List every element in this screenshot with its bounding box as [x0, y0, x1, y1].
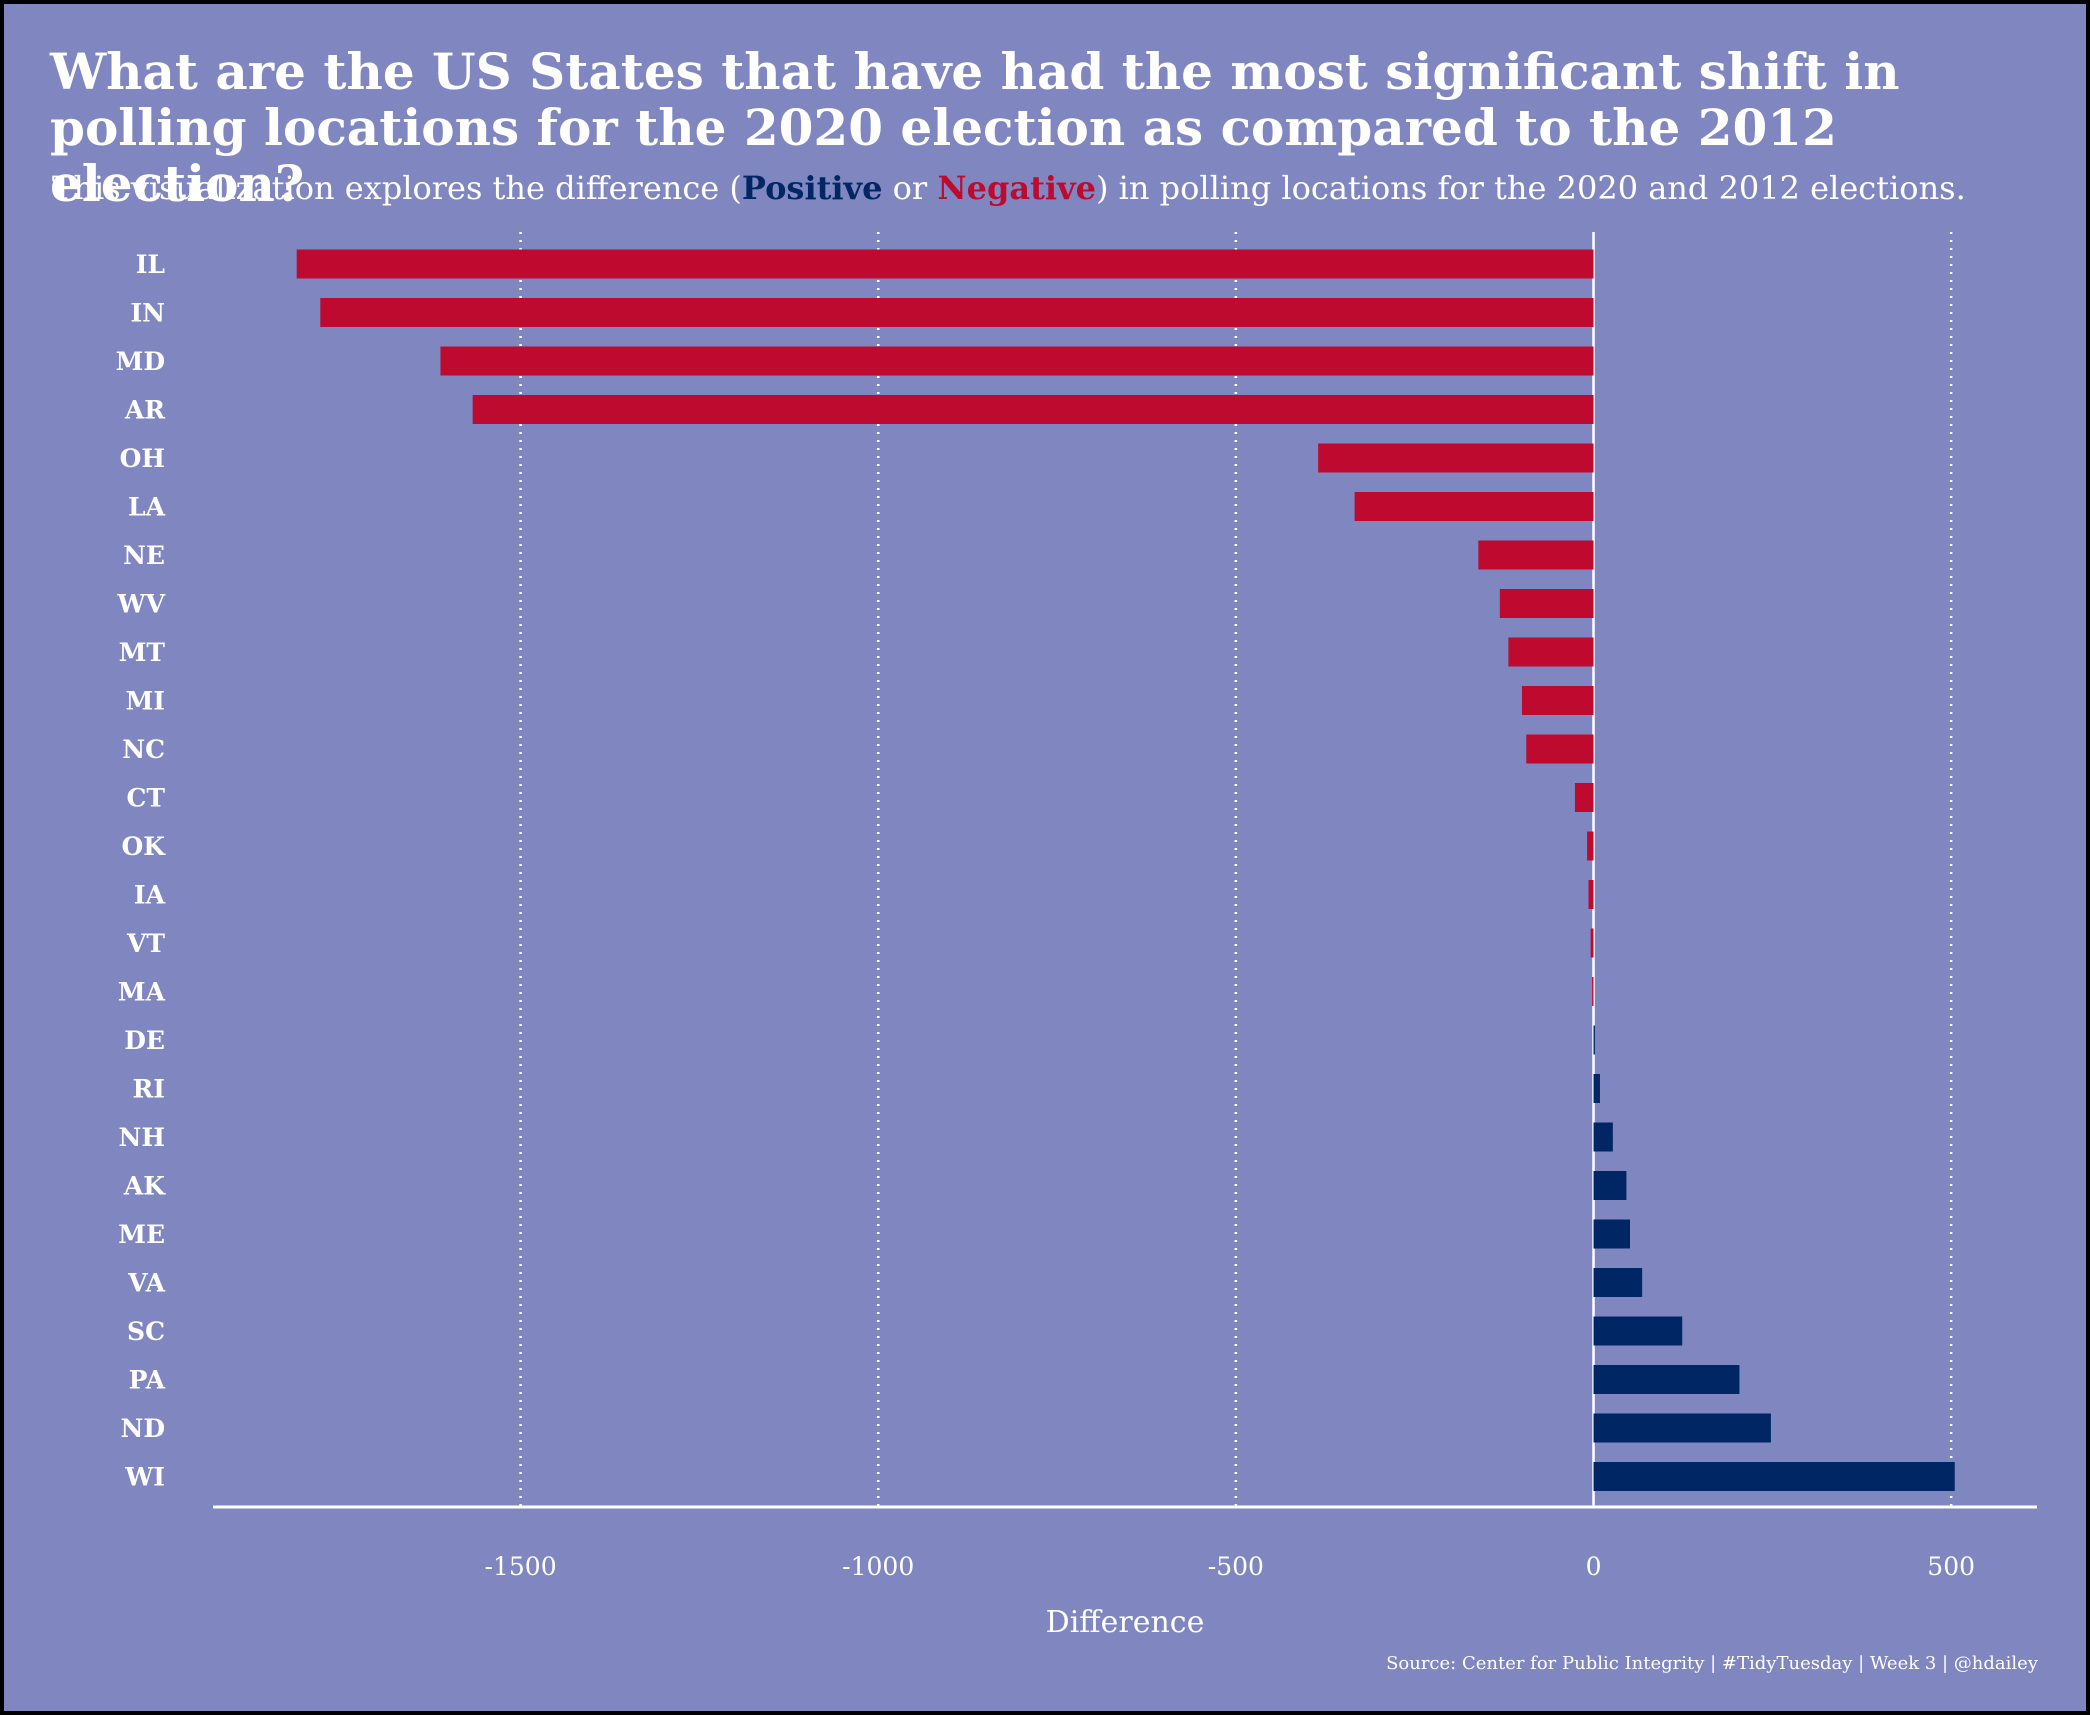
y-tick-label-in: IN	[130, 299, 165, 328]
bar-de	[1593, 1025, 1595, 1055]
x-tick-label: 0	[1586, 1552, 1602, 1581]
x-tick-label: -1500	[485, 1552, 557, 1581]
y-tick-label-de: DE	[124, 1026, 165, 1055]
bar-il	[296, 249, 1594, 279]
bar-ne	[1478, 540, 1594, 570]
x-tick-label: -1000	[842, 1552, 914, 1581]
y-axis-labels: IL IN MD AR OH LA NE WV MT MI NC CT OK IA VT MA DE RI NH AK…	[116, 250, 167, 1492]
y-tick-label-mt: MT	[119, 638, 166, 667]
subtitle-text-end: ) in polling locations for the 2020 and …	[1096, 169, 1966, 207]
bar-nd	[1593, 1413, 1771, 1443]
y-tick-label-sc: SC	[127, 1317, 165, 1346]
subtitle-negative-label: Negative	[937, 169, 1096, 207]
x-tick-label: 500	[1927, 1552, 1975, 1581]
subtitle-text-start: This visualization explores the differen…	[52, 169, 742, 207]
bar-ri	[1593, 1074, 1600, 1103]
bar-wv	[1499, 589, 1594, 618]
y-tick-label-pa: PA	[129, 1366, 166, 1395]
bar-mi	[1521, 686, 1594, 715]
y-tick-label-mi: MI	[126, 687, 165, 716]
y-tick-label-md: MD	[116, 347, 165, 376]
bar-me	[1593, 1219, 1630, 1249]
subtitle-text-or: or	[882, 169, 938, 207]
y-tick-label-ct: CT	[126, 784, 165, 813]
bar-mt	[1508, 637, 1594, 667]
y-tick-label-ma: MA	[118, 978, 166, 1007]
y-tick-label-ia: IA	[134, 881, 166, 910]
y-tick-label-il: IL	[136, 250, 166, 279]
bar-pa	[1593, 1365, 1740, 1394]
bar-ma	[1592, 977, 1594, 1006]
y-tick-label-oh: OH	[120, 444, 165, 473]
bar-ct	[1574, 783, 1594, 812]
x-tick-label: -500	[1208, 1552, 1264, 1581]
y-tick-label-ak: AK	[123, 1172, 166, 1201]
bar-vt	[1590, 928, 1594, 958]
subtitle-positive-label: Positive	[741, 169, 883, 207]
bar-nc	[1526, 734, 1594, 764]
y-tick-label-nc: NC	[122, 735, 165, 764]
bar-oh	[1318, 443, 1594, 473]
chart-subtitle: This visualization explores the differen…	[52, 168, 2052, 208]
y-tick-label-ne: NE	[123, 541, 165, 570]
bar-sc	[1593, 1316, 1683, 1346]
y-tick-label-ri: RI	[133, 1075, 165, 1104]
source-caption: Source: Center for Public Integrity | #T…	[1386, 1653, 2038, 1674]
bar-la	[1354, 492, 1594, 521]
x-axis-title: Difference	[1046, 1605, 1205, 1640]
bar-ok	[1587, 831, 1594, 861]
x-axis-tick-labels: -1500 -1000 -500 0 500	[485, 1552, 1975, 1581]
bars	[296, 249, 1955, 1491]
bar-nh	[1593, 1122, 1613, 1152]
y-tick-label-wi: WI	[124, 1463, 165, 1492]
chart-title: What are the US States that have had the…	[50, 42, 1900, 213]
y-tick-label-nh: NH	[119, 1123, 165, 1152]
y-tick-label-ar: AR	[124, 396, 165, 425]
bar-wi	[1593, 1462, 1955, 1491]
bar-ia	[1588, 880, 1594, 909]
y-tick-label-la: LA	[128, 493, 166, 522]
bar-va	[1593, 1268, 1643, 1297]
bar-md	[440, 346, 1594, 376]
y-tick-label-vt: VT	[126, 929, 165, 958]
y-tick-label-me: ME	[118, 1220, 165, 1249]
y-tick-label-va: VA	[127, 1269, 165, 1298]
bar-in	[320, 298, 1594, 327]
bar-ak	[1593, 1171, 1627, 1200]
bar-ar	[472, 395, 1594, 424]
y-tick-label-wv: WV	[117, 590, 166, 619]
y-tick-label-nd: ND	[120, 1414, 165, 1443]
y-tick-label-ok: OK	[121, 832, 166, 861]
